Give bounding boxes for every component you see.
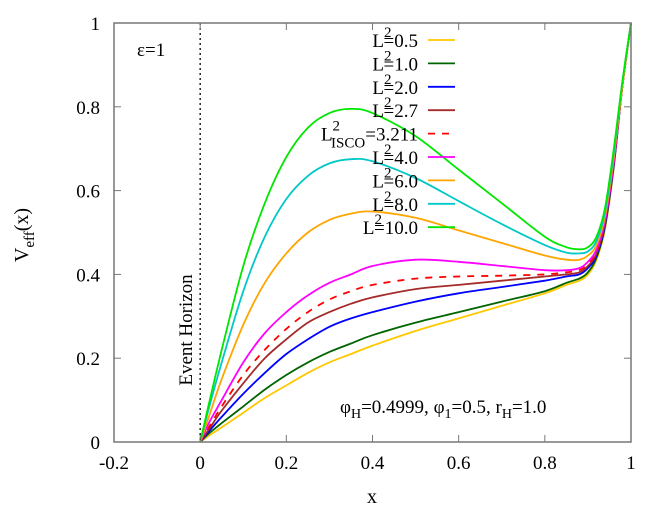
curves xyxy=(199,22,632,443)
y-tick-label: 0.2 xyxy=(76,349,100,370)
x-tick-label: 0.8 xyxy=(533,453,557,474)
y-tick-label: 0.4 xyxy=(76,265,100,286)
legend-label: L2=6.0 xyxy=(372,165,418,192)
legend-label: L2 ISCO=3.211 xyxy=(321,119,418,152)
event-horizon-label: Event Horizon xyxy=(176,274,197,386)
x-tick-label: 0 xyxy=(195,453,205,474)
legend-label: L2=1.0 xyxy=(372,48,418,75)
y-tick-label: 0.6 xyxy=(76,182,100,203)
y-tick-label: 0.8 xyxy=(76,98,100,119)
x-tick-label: 0.2 xyxy=(274,453,298,474)
legend-label: L2=10.0 xyxy=(363,212,418,239)
series-line xyxy=(199,22,632,443)
x-tick-label: 0.6 xyxy=(447,453,471,474)
legend-label: L2=2.0 xyxy=(372,72,418,99)
legend-label: L2=0.5 xyxy=(372,25,418,52)
series-line xyxy=(199,22,632,443)
legend: L2=0.5L2=1.0L2=2.0L2=2.7L2 ISCO=3.211L2=4… xyxy=(321,25,455,239)
legend-label: L2=4.0 xyxy=(372,142,418,169)
series-line xyxy=(199,22,632,443)
y-axis-label: Veff(x) xyxy=(11,208,38,262)
legend-label: L2=2.7 xyxy=(372,95,418,122)
legend-label: L2=8.0 xyxy=(372,189,418,216)
epsilon-label: ε=1 xyxy=(137,40,165,61)
x-tick-label: 1 xyxy=(626,453,636,474)
x-tick-label: 0.4 xyxy=(361,453,385,474)
x-axis-label: x xyxy=(367,486,377,508)
y-tick-label: 1 xyxy=(91,14,101,35)
x-tick-label: -0.2 xyxy=(99,453,129,474)
series-line xyxy=(199,22,632,443)
ticks: -0.2 0 0.2 0.4 0.6 0.8 100.20.40.60.81 xyxy=(76,14,636,474)
y-tick-label: 0 xyxy=(91,433,101,454)
params-annotation: φH=0.4999, φ1=0.5, rH=1.0 xyxy=(340,397,546,422)
